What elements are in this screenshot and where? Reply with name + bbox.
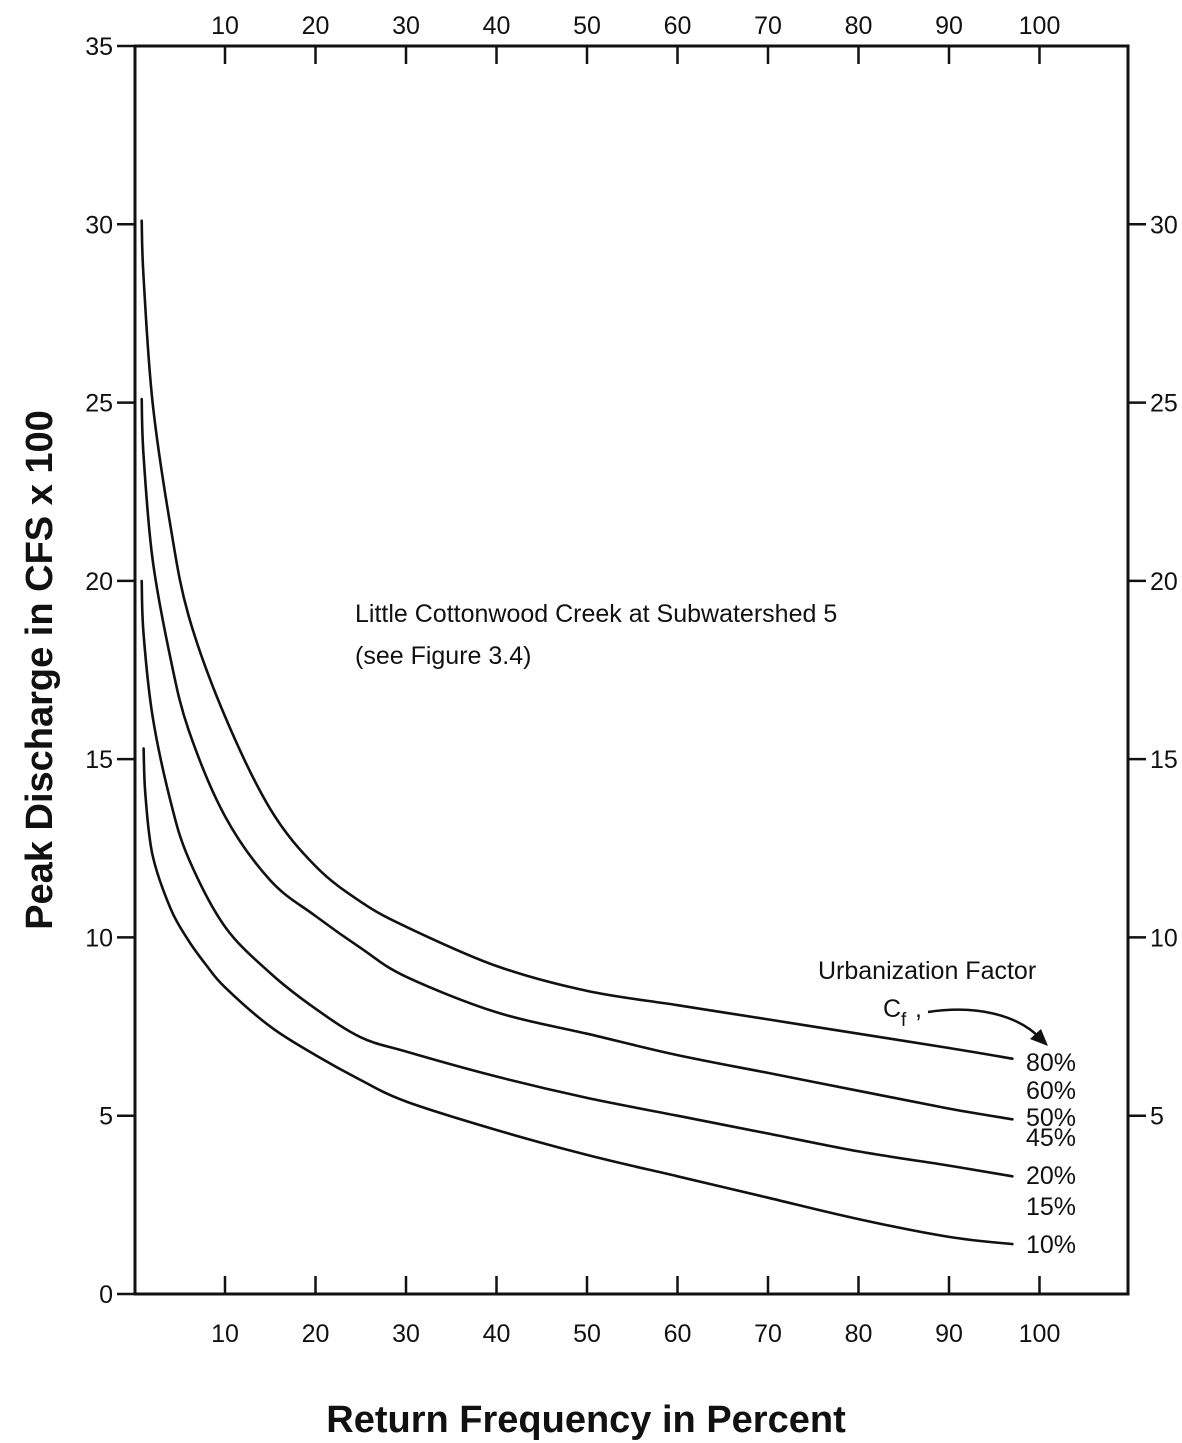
x-tick-label-top: 80 [845, 12, 873, 40]
y-tick-label-right: 10 [1150, 924, 1178, 952]
y-tick-label-left: 5 [99, 1103, 113, 1131]
curve-50-pct [140, 397, 1014, 1121]
y-tick-label-left: 25 [85, 390, 113, 418]
x-tick-label-top: 30 [392, 12, 420, 40]
y-tick-label-right: 30 [1150, 211, 1178, 239]
x-tick-label-bottom: 100 [1019, 1320, 1061, 1348]
curve-10-pct [142, 747, 1014, 1246]
series-labels: 80%60%50%45% 20% 15% 10% [1026, 1049, 1076, 1259]
urbanization-factor-arrow [927, 1008, 1043, 1041]
y-tick-label-right: 5 [1150, 1103, 1164, 1131]
x-tick-label-bottom: 90 [935, 1320, 963, 1348]
urbanization-factor-symbol: C [883, 995, 901, 1023]
y-tick-label-right: 15 [1150, 746, 1178, 774]
series-label: 20% [1026, 1162, 1076, 1190]
x-tick-label-bottom: 10 [211, 1320, 239, 1348]
urbanization-factor-comma: , [915, 995, 922, 1023]
site-annotation-line1: Little Cottonwood Creek at Subwatershed … [355, 600, 837, 628]
site-annotation-line2: (see Figure 3.4) [355, 642, 531, 670]
series-label: 45% [1026, 1124, 1076, 1152]
curve-80-pct [140, 219, 1014, 1060]
y-tick-label-right: 20 [1150, 568, 1178, 596]
axes-ticks: 1010202030304040505060607070808090901001… [85, 12, 1178, 1348]
urbanization-factor-title: Urbanization Factor [818, 957, 1036, 985]
x-tick-label-top: 100 [1019, 12, 1061, 40]
x-tick-label-top: 40 [483, 12, 511, 40]
series-label: 60% [1026, 1077, 1076, 1105]
y-axis-title: Peak Discharge in CFS x 100 [19, 410, 61, 930]
series-label: 10% [1026, 1231, 1076, 1259]
y-tick-label-left: 15 [85, 746, 113, 774]
x-tick-label-bottom: 60 [664, 1320, 692, 1348]
x-tick-label-top: 60 [664, 12, 692, 40]
y-tick-label-left: 0 [99, 1281, 113, 1309]
discharge-curves [140, 219, 1014, 1246]
x-tick-label-bottom: 80 [845, 1320, 873, 1348]
urbanization-factor-subscript: f [901, 1010, 907, 1031]
x-tick-label-top: 50 [573, 12, 601, 40]
curve-20-pct [140, 579, 1014, 1178]
y-tick-label-left: 20 [85, 568, 113, 596]
y-tick-label-right: 25 [1150, 390, 1178, 418]
x-tick-label-top: 70 [754, 12, 782, 40]
x-tick-label-top: 10 [211, 12, 239, 40]
x-tick-label-top: 20 [302, 12, 330, 40]
x-tick-label-bottom: 20 [302, 1320, 330, 1348]
x-tick-label-bottom: 40 [483, 1320, 511, 1348]
y-tick-label-left: 10 [85, 924, 113, 952]
urbanization-factor-arrowhead [1030, 1029, 1048, 1046]
x-tick-label-bottom: 70 [754, 1320, 782, 1348]
y-tick-label-left: 30 [85, 211, 113, 239]
plot-frame [133, 44, 1130, 1296]
y-tick-label-left: 35 [85, 33, 113, 61]
x-axis-title: Return Frequency in Percent [326, 1399, 846, 1441]
series-label: 50% [1026, 1104, 1076, 1132]
series-label: 15% [1026, 1193, 1076, 1221]
x-tick-label-top: 90 [935, 12, 963, 40]
x-tick-label-bottom: 30 [392, 1320, 420, 1348]
series-label: 80% [1026, 1049, 1076, 1077]
x-tick-label-bottom: 50 [573, 1320, 601, 1348]
